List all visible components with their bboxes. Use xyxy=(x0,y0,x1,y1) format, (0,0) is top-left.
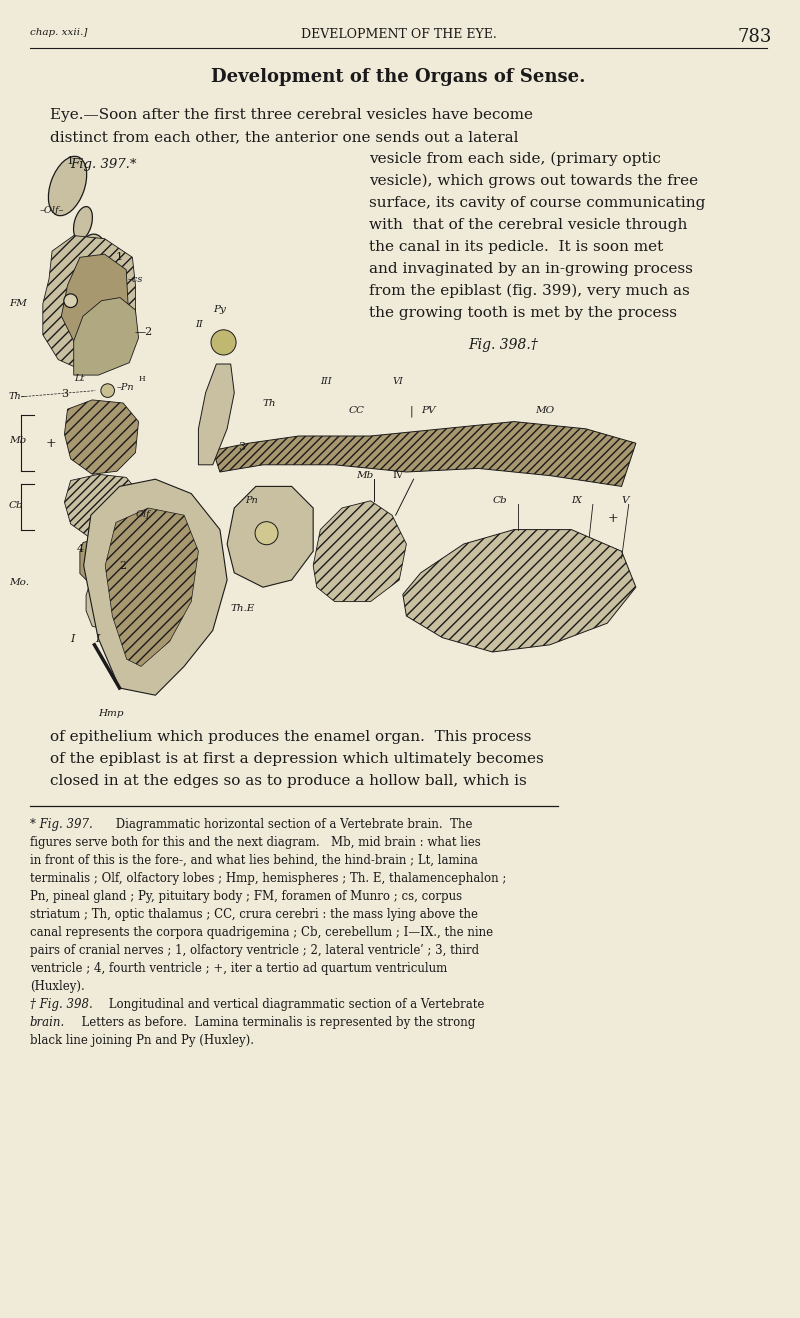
Text: II: II xyxy=(195,320,202,330)
Text: III: III xyxy=(320,377,332,386)
Text: terminalis ; Olf, olfactory lobes ; Hmp, hemispheres ; Th. E, thalamencephalon ;: terminalis ; Olf, olfactory lobes ; Hmp,… xyxy=(30,873,506,884)
Text: Lt: Lt xyxy=(74,374,84,382)
Text: 3: 3 xyxy=(62,389,69,399)
Text: Th–: Th– xyxy=(9,393,26,401)
Text: in front of this is the fore-, and what lies behind, the hind-brain ; Lt, lamina: in front of this is the fore-, and what … xyxy=(30,854,478,867)
Text: Pn: Pn xyxy=(245,497,258,505)
Text: Cb: Cb xyxy=(9,501,23,510)
Text: I: I xyxy=(95,634,100,643)
Text: Fig. 398.†: Fig. 398.† xyxy=(468,337,538,352)
Text: the canal in its pedicle.  It is soon met: the canal in its pedicle. It is soon met xyxy=(369,240,663,254)
Text: DEVELOPMENT OF THE EYE.: DEVELOPMENT OF THE EYE. xyxy=(301,28,496,41)
Polygon shape xyxy=(313,501,406,601)
Text: from the epiblast (fig. 399), very much as: from the epiblast (fig. 399), very much … xyxy=(369,283,690,298)
Text: (Huxley).: (Huxley). xyxy=(30,981,85,992)
Text: Py: Py xyxy=(213,306,226,315)
Text: –cs: –cs xyxy=(128,274,143,283)
Text: chap. xxii.]: chap. xxii.] xyxy=(30,28,87,37)
Text: the growing tooth is met by the process: the growing tooth is met by the process xyxy=(369,306,677,320)
Text: Mb: Mb xyxy=(356,471,374,480)
Text: 1: 1 xyxy=(67,157,74,166)
Text: distinct from each other, the anterior one sends out a lateral: distinct from each other, the anterior o… xyxy=(50,130,518,144)
Text: Development of the Organs of Sense.: Development of the Organs of Sense. xyxy=(211,69,586,86)
Text: Olf: Olf xyxy=(135,510,150,519)
Text: Th: Th xyxy=(263,399,277,409)
Text: Cb: Cb xyxy=(493,497,507,505)
Text: +: + xyxy=(46,436,57,449)
Text: –Olf–: –Olf– xyxy=(40,207,64,215)
Text: Fig. 397.*: Fig. 397.* xyxy=(70,158,136,171)
Text: 783: 783 xyxy=(738,28,772,46)
Polygon shape xyxy=(86,587,120,629)
Text: Mb: Mb xyxy=(9,436,26,444)
Text: Mo.: Mo. xyxy=(9,579,29,588)
Ellipse shape xyxy=(211,330,236,355)
Ellipse shape xyxy=(255,522,278,544)
Text: pairs of cranial nerves ; 1, olfactory ventricle ; 2, lateral ventricleʹ ; 3, th: pairs of cranial nerves ; 1, olfactory v… xyxy=(30,944,479,957)
Text: IV: IV xyxy=(392,471,403,480)
Polygon shape xyxy=(105,507,198,667)
Text: +: + xyxy=(607,513,618,526)
Polygon shape xyxy=(84,480,227,695)
Polygon shape xyxy=(62,254,128,347)
Text: striatum ; Th, optic thalamus ; CC, crura cerebri : the mass lying above the: striatum ; Th, optic thalamus ; CC, crur… xyxy=(30,908,478,921)
Ellipse shape xyxy=(77,235,108,287)
Text: I: I xyxy=(70,634,75,643)
Text: * Fig. 397.: * Fig. 397. xyxy=(30,818,93,832)
Text: with  that of the cerebral vesicle through: with that of the cerebral vesicle throug… xyxy=(369,217,687,232)
Polygon shape xyxy=(213,422,636,486)
Text: of epithelium which produces the enamel organ.  This process: of epithelium which produces the enamel … xyxy=(50,730,531,743)
Text: Hmp: Hmp xyxy=(98,709,123,718)
Text: –Pn: –Pn xyxy=(117,384,134,391)
Text: canal represents the corpora quadrigemina ; Cb, cerebellum ; I—IX., the nine: canal represents the corpora quadrigemin… xyxy=(30,927,493,938)
Text: IX: IX xyxy=(571,497,582,505)
Polygon shape xyxy=(198,364,234,465)
Text: 4: 4 xyxy=(77,544,84,554)
Polygon shape xyxy=(227,486,313,588)
Text: —2: —2 xyxy=(134,327,153,336)
Text: 1: 1 xyxy=(116,252,123,262)
Text: Diagrammatic horizontal section of a Vertebrate brain.  The: Diagrammatic horizontal section of a Ver… xyxy=(111,818,472,832)
Ellipse shape xyxy=(48,157,86,216)
Text: Pn, pineal gland ; Py, pituitary body ; FM, foramen of Munro ; cs, corpus: Pn, pineal gland ; Py, pituitary body ; … xyxy=(30,890,462,903)
Polygon shape xyxy=(74,298,138,376)
Polygon shape xyxy=(65,474,142,539)
Text: 2: 2 xyxy=(119,560,126,571)
Text: vesicle from each side, (primary optic: vesicle from each side, (primary optic xyxy=(369,152,661,166)
Text: MO: MO xyxy=(535,406,554,415)
Text: VI: VI xyxy=(392,377,403,386)
Text: ventricle ; 4, fourth ventricle ; +, iter a tertio ad quartum ventriculum: ventricle ; 4, fourth ventricle ; +, ite… xyxy=(30,962,447,975)
Polygon shape xyxy=(403,530,636,652)
Polygon shape xyxy=(80,536,123,587)
Text: black line joining Pn and Py (Huxley).: black line joining Pn and Py (Huxley). xyxy=(30,1035,254,1046)
Ellipse shape xyxy=(64,294,78,307)
Text: 3: 3 xyxy=(238,442,245,452)
Text: Eye.—Soon after the first three cerebral vesicles have become: Eye.—Soon after the first three cerebral… xyxy=(50,108,533,123)
Text: surface, its cavity of course communicating: surface, its cavity of course communicat… xyxy=(369,196,705,210)
Text: and invaginated by an in-growing process: and invaginated by an in-growing process xyxy=(369,262,693,275)
Text: closed in at the edges so as to produce a hollow ball, which is: closed in at the edges so as to produce … xyxy=(50,774,526,788)
Text: Letters as before.  Lamina terminalis is represented by the strong: Letters as before. Lamina terminalis is … xyxy=(74,1016,475,1029)
Text: FM: FM xyxy=(9,299,26,308)
Ellipse shape xyxy=(74,207,93,240)
Polygon shape xyxy=(43,236,135,372)
Text: H: H xyxy=(138,376,145,384)
Polygon shape xyxy=(65,399,138,474)
Text: |: | xyxy=(410,405,414,416)
Text: Th.E: Th.E xyxy=(230,604,255,613)
Text: CC: CC xyxy=(349,406,365,415)
Text: figures serve both for this and the next diagram.   Mb, mid brain : what lies: figures serve both for this and the next… xyxy=(30,836,481,849)
Ellipse shape xyxy=(101,384,114,398)
Text: vesicle), which grows out towards the free: vesicle), which grows out towards the fr… xyxy=(369,174,698,188)
Text: of the epiblast is at first a depression which ultimately becomes: of the epiblast is at first a depression… xyxy=(50,753,543,766)
Text: PV: PV xyxy=(421,406,435,415)
Text: brain.: brain. xyxy=(30,1016,65,1029)
Text: V: V xyxy=(622,497,629,505)
Text: † Fig. 398.: † Fig. 398. xyxy=(30,998,93,1011)
Text: Longitudinal and vertical diagrammatic section of a Vertebrate: Longitudinal and vertical diagrammatic s… xyxy=(105,998,484,1011)
